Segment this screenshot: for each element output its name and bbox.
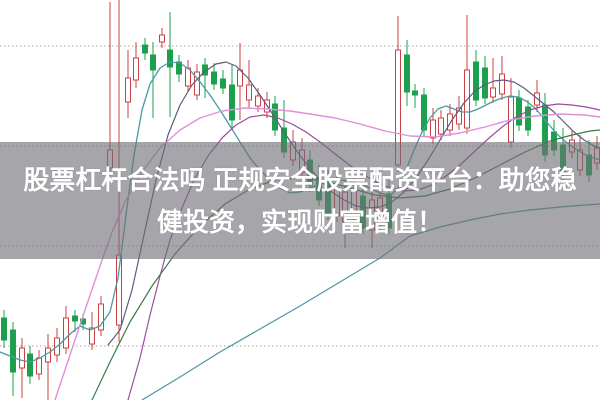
candle-down [412, 90, 418, 96]
candle-down [360, 195, 366, 229]
candle-up [334, 187, 340, 217]
candle-down [542, 104, 548, 156]
candle-up [369, 199, 375, 231]
candle-down [386, 193, 392, 229]
candle-up [36, 357, 42, 375]
candle-up [342, 191, 348, 223]
candle-down [560, 144, 566, 174]
candle-up [377, 197, 383, 225]
candle-down [229, 84, 235, 121]
candle-down [211, 71, 217, 85]
candle-up [246, 84, 252, 101]
candle-up [125, 77, 131, 103]
candle-up [438, 117, 444, 135]
candle-down [421, 94, 427, 131]
ma-teal-long [141, 203, 600, 400]
candle-down [482, 67, 488, 99]
ma-purple [127, 103, 600, 400]
candle-down [586, 154, 592, 176]
candle-down [307, 159, 313, 186]
candle-down [10, 329, 16, 373]
candle-up [159, 34, 165, 43]
candle-up [456, 107, 462, 125]
ma-green-long [91, 129, 600, 400]
candle-down [27, 353, 33, 377]
candle-down [142, 44, 148, 54]
candle-down [525, 106, 531, 131]
candle-up [499, 73, 505, 95]
candle-down [473, 61, 479, 101]
candle-down [72, 315, 78, 322]
candle-up [107, 149, 113, 169]
candle-up [194, 71, 200, 96]
candle-up [594, 147, 600, 164]
candle-up [98, 303, 104, 331]
candle-down [516, 97, 522, 126]
candle-up [63, 317, 69, 349]
candle-down [176, 61, 182, 75]
candle-up [490, 87, 496, 98]
candle-up [19, 347, 25, 369]
candle-up [395, 49, 401, 166]
candle-up [430, 119, 436, 139]
candle-down [220, 78, 226, 89]
candle-up [255, 95, 261, 107]
ma-pink [54, 107, 600, 400]
candle-down [167, 49, 173, 68]
candle-up [447, 113, 453, 131]
candle-up [133, 57, 139, 81]
candle-down [150, 54, 156, 71]
candle-up [89, 327, 95, 345]
candle-down [1, 317, 7, 341]
candle-down [404, 54, 410, 93]
